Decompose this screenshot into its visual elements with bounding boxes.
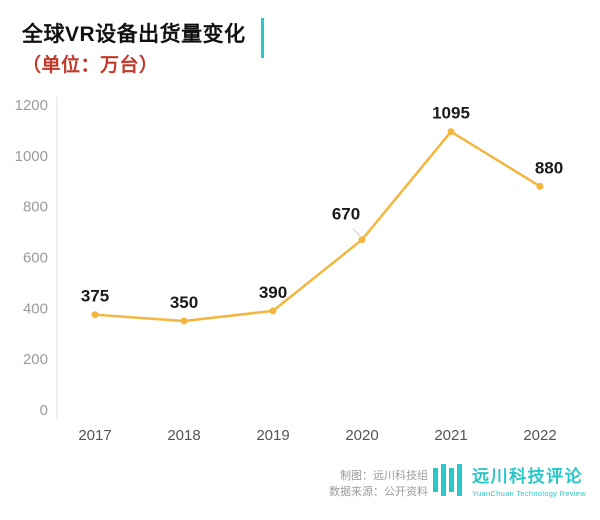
data-point	[91, 311, 99, 319]
data-point-label: 350	[170, 293, 198, 312]
data-point	[180, 317, 188, 325]
line-chart: 0 200 400 600 800 1000 1200 2017 2018 2019 2020 202…	[15, 97, 563, 444]
footer-credits: 制图：远川科技组 数据来源：公开资料	[329, 468, 428, 500]
x-axis-tick-label: 2022	[523, 427, 556, 444]
y-axis-tick-label: 200	[23, 351, 48, 368]
brand-subtitle: YuanChuan Technology Review	[472, 489, 586, 498]
data-point	[269, 307, 277, 315]
y-axis-tick-label: 600	[23, 250, 48, 267]
x-axis-tick-label: 2019	[256, 427, 289, 444]
data-point-label: 390	[259, 283, 287, 302]
y-axis-tick-label: 1200	[15, 97, 48, 114]
data-point	[358, 236, 366, 244]
brand-bars-icon	[433, 464, 463, 496]
x-axis-tick-label: 2018	[167, 427, 200, 444]
credit-author: 制图：远川科技组	[340, 470, 428, 482]
x-axis-tick-label: 2020	[345, 427, 378, 444]
brand-text: 远川科技评论 YuanChuan Technology Review	[472, 462, 586, 498]
data-point-label: 1095	[432, 104, 470, 123]
data-point	[447, 128, 455, 136]
y-axis-tick-label: 1000	[15, 148, 48, 165]
brand-name: 远川科技评论	[472, 467, 584, 486]
y-axis-tick-label: 0	[40, 402, 48, 419]
brand-logo: 远川科技评论 YuanChuan Technology Review	[432, 462, 586, 498]
data-line	[93, 130, 542, 323]
credit-source: 数据来源：公开资料	[329, 486, 428, 498]
y-axis-tick-label: 400	[23, 300, 48, 317]
accent-divider	[261, 18, 264, 58]
x-axis-tick-label: 2021	[434, 427, 467, 444]
unit-label: （单位：万台）	[22, 55, 159, 76]
label-leader-line	[352, 228, 361, 237]
y-axis-tick-label: 800	[23, 199, 48, 216]
data-point-label: 670	[332, 205, 360, 224]
data-point-label: 880	[535, 158, 563, 177]
data-point	[536, 182, 544, 190]
x-axis-tick-label: 2017	[78, 427, 111, 444]
data-point-label: 375	[81, 287, 109, 306]
page-title: 全球VR设备出货量变化	[22, 23, 246, 46]
